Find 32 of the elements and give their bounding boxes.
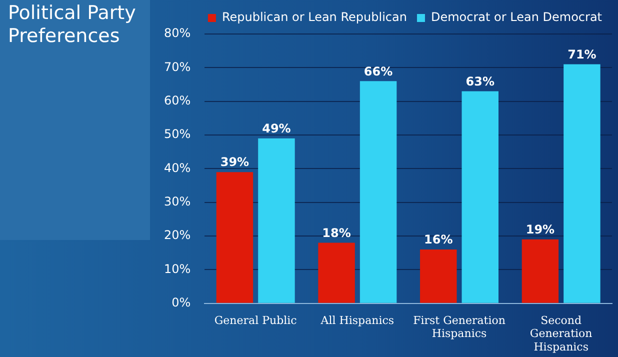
data-label: 16% (424, 232, 453, 247)
x-tick-label: Second Generation Hispanics (530, 314, 592, 354)
y-tick-label: 40% (164, 160, 191, 175)
y-tick-label: 10% (164, 262, 191, 276)
y-tick-label: 20% (164, 228, 191, 242)
y-tick-label: 80% (164, 26, 191, 40)
y-tick-label: 0% (172, 296, 191, 310)
data-label: 49% (262, 122, 291, 136)
x-tick-label: First Generation Hispanics (413, 314, 506, 340)
chart-title: Political Party Preferences (8, 2, 137, 48)
bar (522, 239, 559, 303)
bar (318, 242, 355, 303)
data-label: 39% (220, 155, 250, 170)
bar (258, 138, 295, 303)
data-label: 71% (568, 47, 596, 62)
x-tick-label: All Hispanics (320, 314, 394, 327)
legend-label: Democrat or Lean Democrat (430, 10, 602, 24)
legend-label: Republican or Lean Republican (222, 10, 407, 24)
data-label: 63% (466, 74, 494, 88)
y-tick-label: 60% (164, 93, 191, 108)
data-label: 19% (526, 222, 555, 237)
bar (420, 250, 457, 303)
x-tick-label: General Public (214, 314, 297, 327)
y-tick-label: 30% (164, 194, 191, 208)
y-tick-label: 70% (164, 60, 191, 74)
data-label: 66% (364, 64, 393, 78)
bar (216, 172, 254, 303)
bar (360, 81, 397, 303)
bar (462, 91, 498, 303)
bar (564, 64, 600, 303)
data-label: 18% (322, 226, 351, 240)
y-tick-label: 50% (164, 127, 191, 142)
